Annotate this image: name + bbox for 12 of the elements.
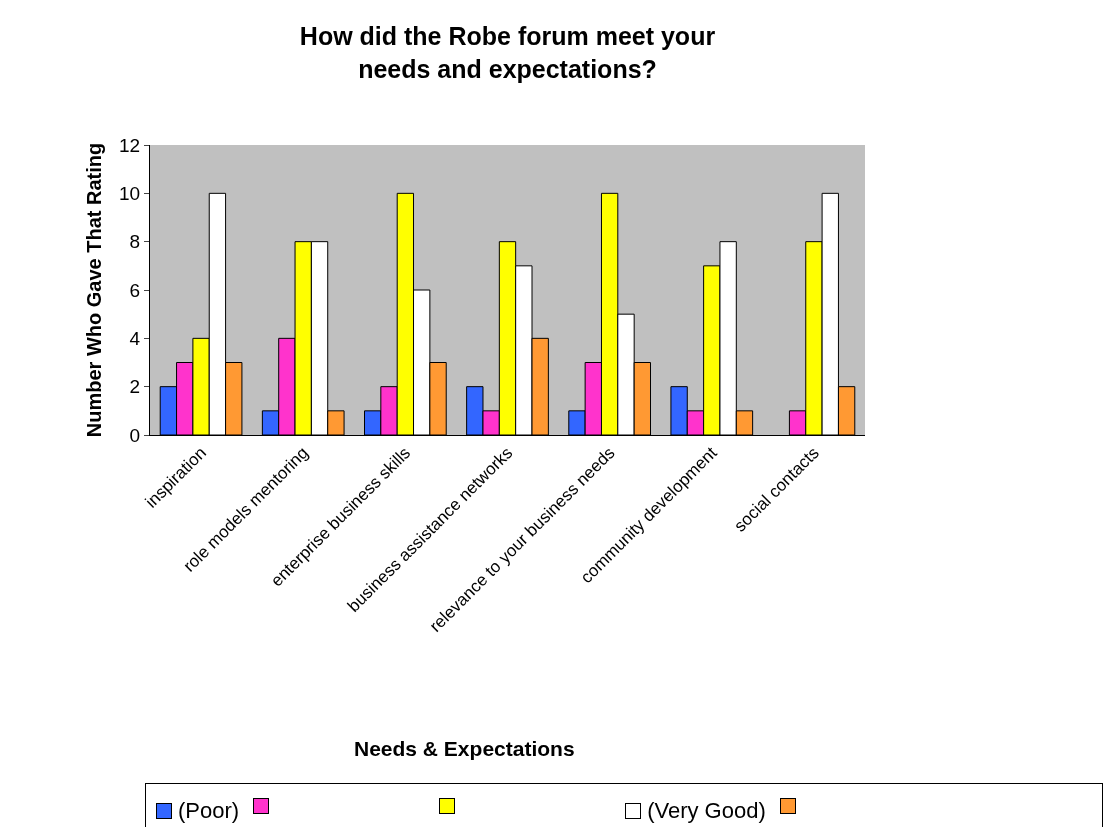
y-tick-label: 12 [119, 134, 141, 156]
legend-label: (Poor) [178, 798, 240, 824]
y-tick-label: 0 [129, 424, 141, 446]
legend-label: (Very Good) [647, 798, 766, 824]
x-axis-title: Needs & Expectations [354, 737, 575, 760]
chart-title: How did the Robe forum meet your needs and expectations? [299, 22, 716, 83]
y-tick-label: 4 [129, 327, 141, 349]
y-tick-label: 8 [129, 231, 141, 253]
y-axis-title: Number Who Gave That Rating [82, 142, 105, 438]
y-tick-label: 6 [129, 279, 141, 301]
y-tick-label: 10 [119, 182, 141, 204]
y-tick-label: 2 [129, 376, 141, 398]
